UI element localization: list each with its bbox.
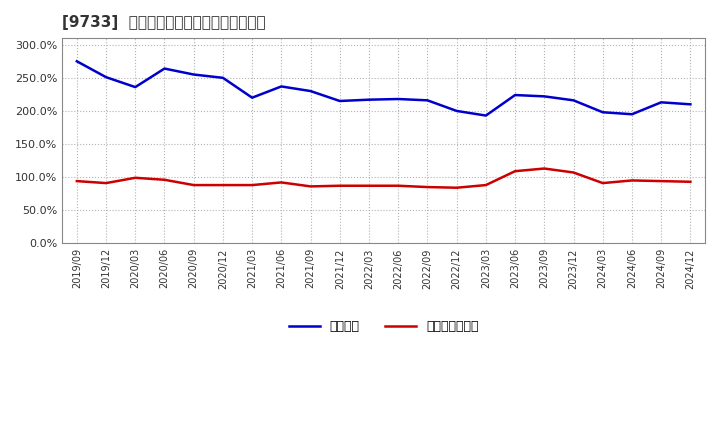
固定長期適合率 <box>628 178 636 183</box>
固定長期適合率 <box>277 180 286 185</box>
Legend: 固定比率, 固定長期適合率: 固定比率, 固定長期適合率 <box>284 315 484 338</box>
固定長期適合率 <box>452 185 461 191</box>
固定長期適合率 <box>102 180 110 186</box>
固定長期適合率 <box>248 183 256 188</box>
固定比率 <box>394 96 402 102</box>
固定長期適合率 <box>482 183 490 188</box>
固定比率 <box>657 100 665 105</box>
固定長期適合率 <box>570 170 578 175</box>
固定長期適合率 <box>131 175 140 180</box>
Line: 固定長期適合率: 固定長期適合率 <box>77 169 690 188</box>
固定比率 <box>189 72 198 77</box>
Text: [9733]  固定比率、固定長期適合率の推移: [9733] 固定比率、固定長期適合率の推移 <box>62 15 266 30</box>
固定比率 <box>540 94 549 99</box>
固定比率 <box>365 97 374 103</box>
固定長期適合率 <box>189 183 198 188</box>
固定比率 <box>452 108 461 114</box>
固定比率 <box>102 74 110 80</box>
固定長期適合率 <box>160 177 168 183</box>
固定比率 <box>570 98 578 103</box>
固定長期適合率 <box>73 179 81 184</box>
固定比率 <box>248 95 256 100</box>
固定長期適合率 <box>306 184 315 189</box>
Line: 固定比率: 固定比率 <box>77 61 690 116</box>
固定長期適合率 <box>365 183 374 188</box>
固定比率 <box>306 88 315 94</box>
固定比率 <box>510 92 519 98</box>
固定比率 <box>131 84 140 90</box>
固定長期適合率 <box>598 180 607 186</box>
固定比率 <box>423 98 432 103</box>
固定比率 <box>160 66 168 71</box>
固定比率 <box>219 75 228 81</box>
固定比率 <box>336 99 344 104</box>
固定比率 <box>73 59 81 64</box>
固定比率 <box>628 112 636 117</box>
固定比率 <box>686 102 695 107</box>
固定長期適合率 <box>686 179 695 184</box>
固定長期適合率 <box>336 183 344 188</box>
固定比率 <box>482 113 490 118</box>
固定長期適合率 <box>219 183 228 188</box>
固定長期適合率 <box>510 169 519 174</box>
固定長期適合率 <box>394 183 402 188</box>
固定比率 <box>277 84 286 89</box>
固定長期適合率 <box>423 184 432 190</box>
固定長期適合率 <box>657 179 665 184</box>
固定長期適合率 <box>540 166 549 171</box>
固定比率 <box>598 110 607 115</box>
